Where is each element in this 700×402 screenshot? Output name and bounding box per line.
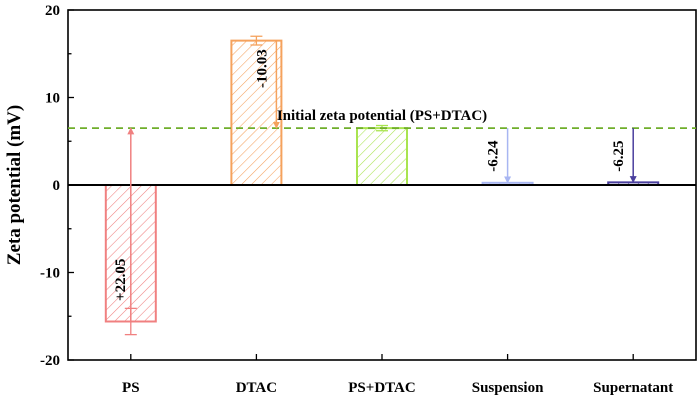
bar-dtac (230, 39, 283, 186)
y-axis-label: Zeta potential (mV) (4, 105, 25, 265)
change-annotation-suspension: -6.24 (486, 128, 512, 184)
change-annotation-dtac: -10.03 (254, 40, 280, 129)
x-tick-label: PS+DTAC (348, 380, 415, 396)
error-bar-dtac (250, 35, 263, 46)
x-tick-label: Supernatant (593, 380, 673, 396)
bar-ps-dtac (356, 127, 408, 186)
change-label: -6.25 (611, 141, 627, 172)
change-label: -6.24 (486, 140, 502, 172)
x-tick-label: Suspension (472, 380, 544, 396)
y-tick-label: -10 (40, 266, 60, 282)
change-label: -10.03 (254, 49, 270, 88)
y-tick-label: -20 (40, 353, 60, 369)
change-label: +22.05 (113, 259, 129, 301)
reference-line-label: Initial zeta potential (PS+DTAC) (277, 108, 487, 124)
change-annotation-supernatant: -6.25 (611, 128, 637, 184)
x-tick-label: DTAC (236, 380, 277, 396)
y-tick-label: 20 (45, 3, 60, 19)
reference-line-layer: Initial zeta potential (PS+DTAC) (68, 108, 696, 130)
bars-layer (104, 39, 660, 323)
x-tick-label: PS (122, 380, 140, 396)
axes-layer: -20 -10 0 10 20 PS DTAC PS+DTAC Suspension Supern… (40, 3, 697, 396)
y-tick-label: 0 (53, 178, 61, 194)
annotations-layer: +22.05 -10.03 -6.24 -6.25 (113, 40, 637, 322)
change-annotation-ps: +22.05 (113, 127, 135, 322)
y-tick-label: 10 (45, 91, 60, 107)
